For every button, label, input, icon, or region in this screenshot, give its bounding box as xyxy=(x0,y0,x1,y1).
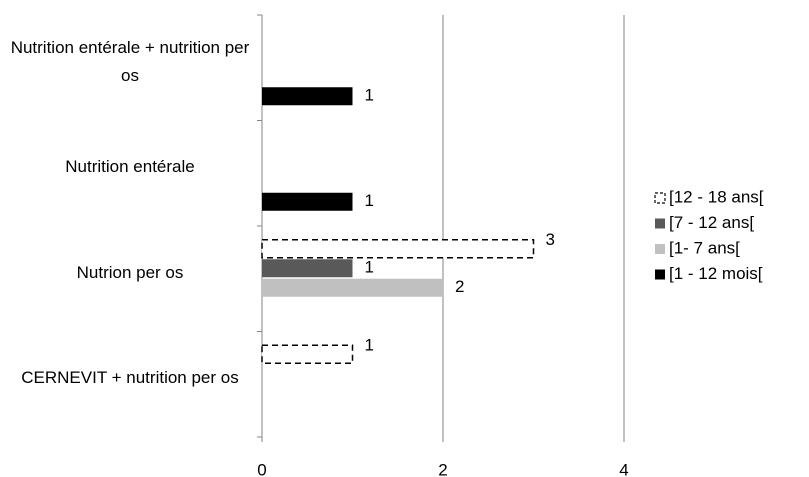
x-tick-label: 2 xyxy=(438,460,447,477)
data-label: 1 xyxy=(365,258,374,277)
legend-swatch xyxy=(655,244,665,254)
data-label: 1 xyxy=(365,86,374,105)
data-label: 2 xyxy=(455,277,464,296)
bar xyxy=(262,259,353,278)
legend-label: [7 - 12 ans[ xyxy=(669,213,754,232)
data-label: 1 xyxy=(365,191,374,210)
bar xyxy=(262,278,443,297)
legend-swatch xyxy=(655,269,665,280)
legend-label: [12 - 18 ans[ xyxy=(669,187,764,206)
x-tick-label: 4 xyxy=(619,460,628,477)
bar xyxy=(262,87,353,106)
y-tick-label: Nutrition entérale + nutrition per os xyxy=(10,37,250,85)
bar xyxy=(261,239,535,259)
y-tick-label: CERNEVIT + nutrition per os xyxy=(21,368,239,388)
legend-swatch xyxy=(655,218,665,229)
bar xyxy=(262,192,353,211)
bar xyxy=(261,344,354,364)
data-label: 3 xyxy=(546,230,555,249)
x-tick-label: 0 xyxy=(257,460,266,477)
y-tick-label: Nutrion per os xyxy=(76,262,184,282)
y-tick-label: Nutrition entérale xyxy=(65,157,195,177)
legend-label: [1 - 12 mois[ xyxy=(669,264,763,283)
legend-label: [1- 7 ans[ xyxy=(669,238,740,257)
legend-swatch xyxy=(654,192,666,204)
data-label: 1 xyxy=(365,336,374,355)
